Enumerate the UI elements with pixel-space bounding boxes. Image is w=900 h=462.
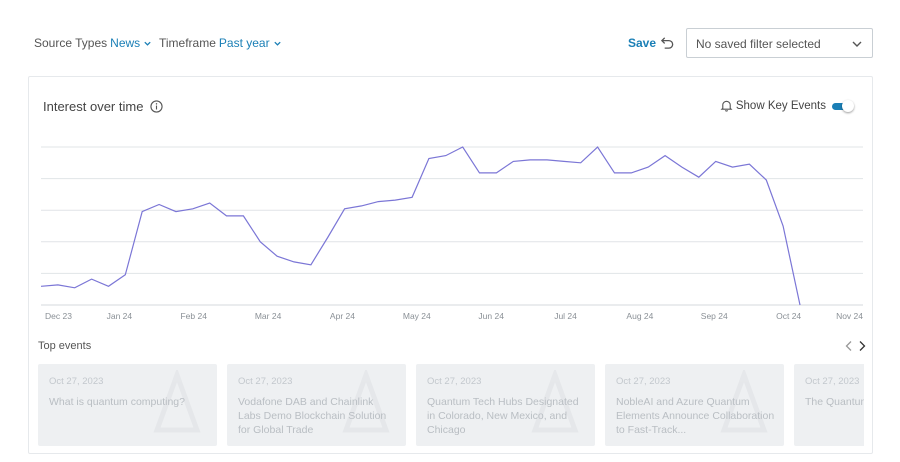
x-tick-label: Feb 24 (180, 311, 207, 321)
x-tick-label: Jun 24 (478, 311, 504, 321)
logo-watermark-icon (153, 370, 201, 433)
x-tick-label: Jul 24 (554, 311, 577, 321)
event-date: Oct 27, 2023 (805, 376, 860, 387)
card-title-wrap: Interest over time (43, 99, 164, 114)
event-card[interactable]: Oct 27, 2023 Quantum Tech Hubs Designated… (416, 364, 595, 446)
x-tick-label: Mar 24 (255, 311, 282, 321)
x-tick-label: Dec 23 (45, 311, 72, 321)
x-tick-label: Sep 24 (701, 311, 728, 321)
timeframe-label: Timeframe (159, 36, 216, 50)
x-tick-label: Nov 24 (836, 311, 863, 321)
timeframe-filter[interactable]: Timeframe Past year (159, 36, 282, 50)
event-title: Vodafone DAB and Chainlink Labs Demo Blo… (238, 396, 387, 436)
event-card[interactable]: Oct 27, 2023 Vodafone DAB and Chainlink L… (227, 364, 406, 446)
series-line (40, 146, 801, 306)
x-tick-label: Jan 24 (107, 311, 133, 321)
toggle-knob (842, 99, 854, 112)
source-types-label: Source Types (34, 36, 108, 50)
event-date: Oct 27, 2023 (49, 376, 104, 387)
event-card[interactable]: Oct 27, 2023 NobleAI and Azure Quantum El… (605, 364, 784, 446)
event-title: What is quantum computing? (49, 396, 185, 408)
saved-filter-value: No saved filter selected (696, 37, 821, 51)
x-tick-label: Apr 24 (330, 311, 355, 321)
event-card[interactable]: Oct 27, 2023 The Quantum and Blockchain (794, 364, 864, 446)
logo-watermark-icon (720, 370, 768, 433)
card-title: Interest over time (43, 99, 144, 114)
source-types-filter[interactable]: Source Types News (34, 36, 152, 50)
logo-watermark-icon (531, 370, 579, 433)
chevron-down-icon (852, 41, 862, 47)
chevron-left-icon[interactable] (844, 340, 854, 352)
event-date: Oct 27, 2023 (616, 376, 671, 387)
key-events-label: Show Key Events (735, 99, 826, 112)
x-tick-label: Oct 24 (776, 311, 801, 321)
event-title: NobleAI and Azure Quantum Elements Annou… (616, 396, 775, 436)
interest-chart: Dec 23 Jan 24 Feb 24 Mar 24 Apr 24 May 24 Jun … (40, 146, 863, 321)
chevron-down-icon (144, 41, 151, 46)
source-types-value: News (110, 36, 141, 50)
interest-card: Dec 23 Jan 24 Feb 24 Mar 24 Apr 24 May 24 Jun … (28, 76, 873, 454)
info-icon[interactable] (150, 100, 164, 113)
x-tick-label: May 24 (403, 311, 431, 321)
save-button[interactable]: Save (628, 36, 657, 50)
filter-bar: Source Types News Timeframe Past year Sa… (0, 0, 900, 76)
top-events-label: Top events (38, 340, 92, 352)
chevron-right-icon[interactable] (857, 340, 867, 352)
event-title: Quantum Tech Hubs Designated in Colorado… (427, 396, 579, 436)
event-date: Oct 27, 2023 (238, 376, 293, 387)
chevron-down-icon (273, 41, 281, 46)
events-carousel: Oct 27, 2023 What is quantum computing? Oc… (38, 364, 864, 446)
event-date: Oct 27, 2023 (427, 376, 482, 387)
key-events-toggle[interactable] (832, 99, 854, 112)
key-events-control: Show Key Events (720, 99, 854, 112)
saved-filter-select[interactable]: No saved filter selected (686, 28, 873, 58)
x-tick-label: Aug 24 (626, 311, 653, 321)
bell-icon (720, 100, 733, 112)
event-card[interactable]: Oct 27, 2023 What is quantum computing? (38, 364, 217, 446)
timeframe-value: Past year (218, 36, 270, 50)
logo-watermark-icon (342, 370, 390, 433)
event-title: The Quantum and Blockchain (805, 396, 864, 408)
undo-icon[interactable] (660, 35, 675, 50)
